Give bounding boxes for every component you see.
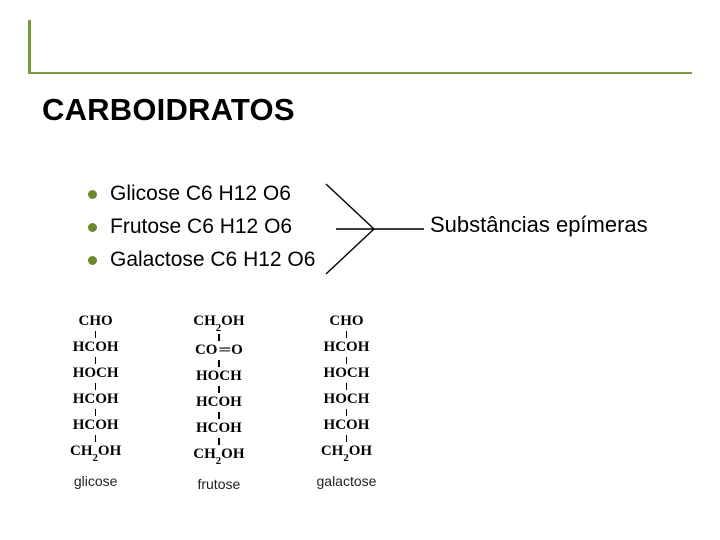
- structure-glicose: CHO HCOH HOCH HCOH HCOH CH2OH glicose: [70, 312, 121, 491]
- list-item: Galactose C6 H12 O6: [88, 248, 315, 272]
- bond-icon: [95, 383, 97, 390]
- structure-frutose: CH2OH CO═O HOCH HCOH HCOH CH2OH frutose: [193, 312, 244, 491]
- structure-row: HCOH: [73, 390, 119, 409]
- structure-row: CHO: [79, 312, 113, 331]
- structure-row: HOCH: [196, 367, 242, 386]
- bond-icon: [218, 438, 220, 445]
- structure-row: HCOH: [196, 419, 242, 438]
- bond-icon: [95, 409, 97, 416]
- structure-row: HOCH: [324, 390, 370, 409]
- bond-icon: [346, 409, 348, 416]
- structure-row: CH2OH: [70, 442, 121, 464]
- structure-row: HCOH: [196, 393, 242, 412]
- bracket-connector: [324, 174, 424, 284]
- structure-row: HCOH: [73, 416, 119, 435]
- structure-galactose: CHO HCOH HOCH HOCH HCOH CH2OH galactose: [317, 312, 377, 491]
- structure-row: CHO: [329, 312, 363, 331]
- structure-row: HOCH: [324, 364, 370, 383]
- accent-vertical: [28, 20, 31, 74]
- structure-row: HCOH: [324, 416, 370, 435]
- list-item: Glicose C6 H12 O6: [88, 182, 315, 206]
- structure-label: frutose: [197, 477, 240, 491]
- accent-horizontal: [28, 72, 692, 74]
- structure-label: galactose: [317, 474, 377, 488]
- page-title: CARBOIDRATOS: [42, 92, 295, 128]
- bond-icon: [95, 331, 97, 338]
- structure-row: CH2OH: [193, 312, 244, 334]
- bond-icon: [218, 334, 220, 341]
- bond-icon: [218, 412, 220, 419]
- bond-icon: [95, 357, 97, 364]
- structure-row: HCOH: [73, 338, 119, 357]
- bullet-list: Glicose C6 H12 O6 Frutose C6 H12 O6 Gala…: [88, 182, 315, 281]
- structure-row: CH2OH: [193, 445, 244, 467]
- bond-icon: [218, 360, 220, 367]
- annotation-text: Substâncias epímeras: [430, 212, 648, 238]
- list-item: Frutose C6 H12 O6: [88, 215, 315, 239]
- bond-icon: [346, 383, 348, 390]
- bond-icon: [95, 435, 97, 442]
- bond-icon: [346, 435, 348, 442]
- structure-row: HOCH: [73, 364, 119, 383]
- structure-row: HCOH: [324, 338, 370, 357]
- bond-icon: [346, 331, 348, 338]
- structure-label: glicose: [74, 474, 118, 488]
- structure-row: CH2OH: [321, 442, 372, 464]
- bond-icon: [218, 386, 220, 393]
- structure-row: CO═O: [195, 341, 243, 360]
- bond-icon: [346, 357, 348, 364]
- chemical-structures: CHO HCOH HOCH HCOH HCOH CH2OH glicose CH…: [70, 312, 376, 491]
